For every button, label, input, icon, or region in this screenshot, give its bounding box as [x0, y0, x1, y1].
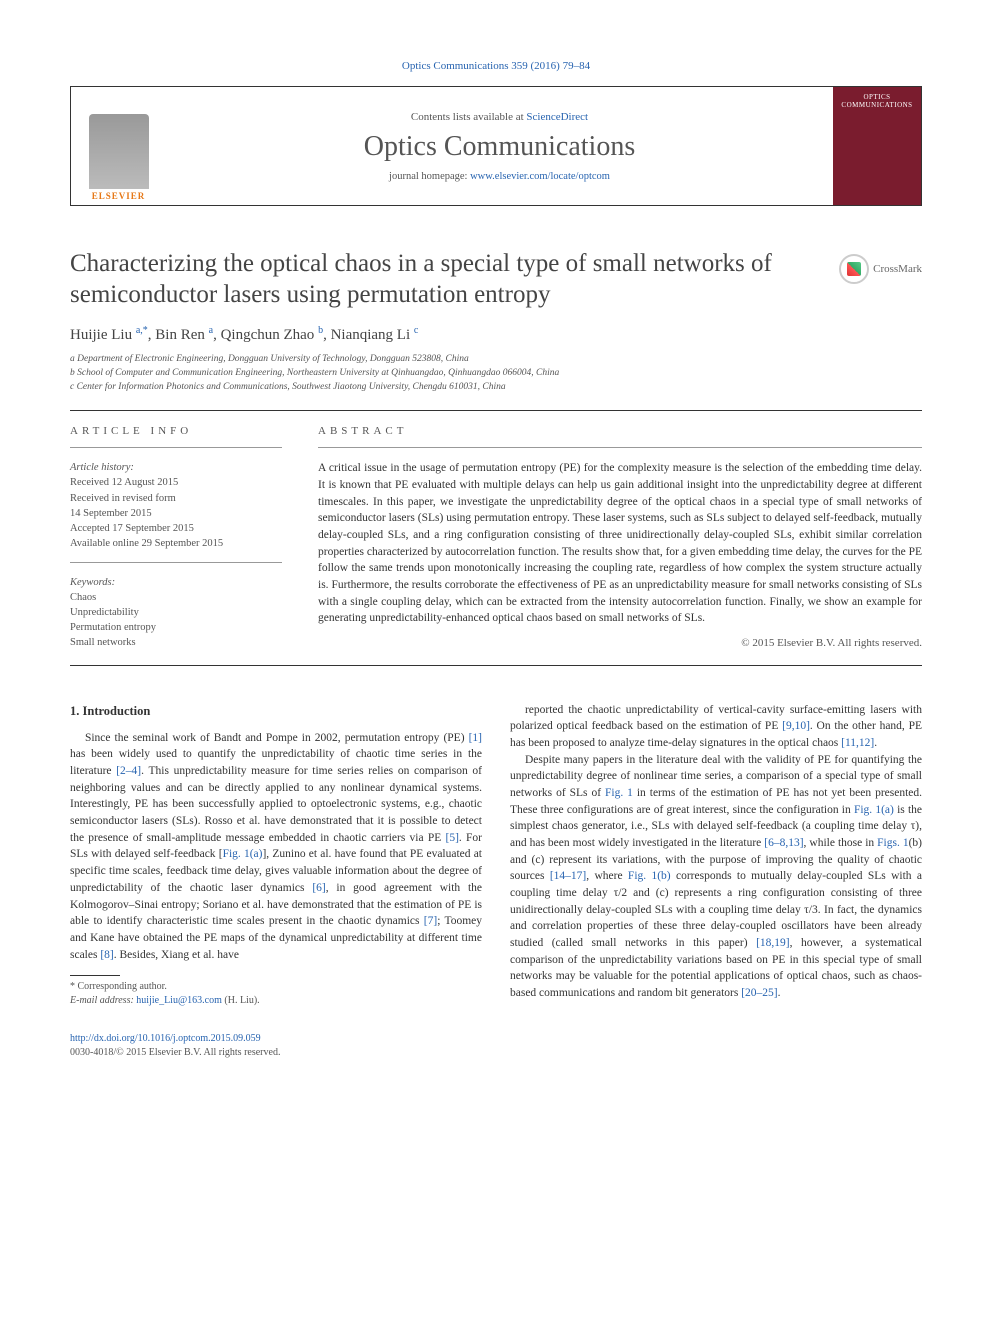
- keyword: Permutation entropy: [70, 620, 282, 635]
- keywords-block: Keywords: ChaosUnpredictabilityPermutati…: [70, 575, 282, 651]
- abstract-label: ABSTRACT: [318, 425, 922, 437]
- body-paragraph: Despite many papers in the literature de…: [510, 752, 922, 1002]
- keywords-heading: Keywords:: [70, 575, 282, 590]
- figure-link[interactable]: Fig. 1: [605, 787, 633, 799]
- journal-cover: OPTICS COMMUNICATIONS: [833, 87, 921, 205]
- abstract-text: A critical issue in the usage of permuta…: [318, 460, 922, 627]
- body-paragraph: reported the chaotic unpredictability of…: [510, 702, 922, 752]
- affiliation-line: b School of Computer and Communication E…: [70, 366, 922, 380]
- ref-link[interactable]: [20–25]: [741, 987, 777, 999]
- email-tail: (H. Liu).: [222, 995, 260, 1006]
- info-abstract-row: ARTICLE INFO Article history: Received 1…: [70, 411, 922, 665]
- corresponding-author-note: * Corresponding author.: [70, 980, 482, 994]
- publisher-name: ELSEVIER: [92, 191, 146, 201]
- abstract-column: ABSTRACT A critical issue in the usage o…: [300, 411, 922, 664]
- header-center: Contents lists available at ScienceDirec…: [166, 87, 833, 205]
- article-history: Article history: Received 12 August 2015…: [70, 460, 282, 551]
- crossmark-icon: [839, 254, 869, 284]
- homepage-prefix: journal homepage:: [389, 171, 470, 182]
- ref-link[interactable]: [5]: [445, 832, 458, 844]
- homepage-line: journal homepage: www.elsevier.com/locat…: [389, 171, 610, 182]
- keyword: Unpredictability: [70, 605, 282, 620]
- ref-link[interactable]: [7]: [424, 915, 437, 927]
- sciencedirect-link[interactable]: ScienceDirect: [526, 111, 588, 123]
- doi-link[interactable]: http://dx.doi.org/10.1016/j.optcom.2015.…: [70, 1033, 261, 1044]
- figure-link[interactable]: Fig. 1(a): [223, 848, 263, 860]
- history-heading: Article history:: [70, 460, 282, 475]
- ref-link[interactable]: [6–8,13]: [764, 837, 803, 849]
- ref-link[interactable]: [11,12]: [841, 737, 874, 749]
- affiliation-line: c Center for Information Photonics and C…: [70, 380, 922, 394]
- body-paragraph: Since the seminal work of Bandt and Pomp…: [70, 730, 482, 963]
- article-info-label: ARTICLE INFO: [70, 425, 282, 437]
- ref-link[interactable]: [6]: [312, 882, 325, 894]
- email-line: E-mail address: huijie_Liu@163.com (H. L…: [70, 994, 482, 1008]
- ref-link[interactable]: [9,10]: [782, 720, 810, 732]
- history-line: 14 September 2015: [70, 506, 282, 521]
- affiliations: a Department of Electronic Engineering, …: [70, 352, 922, 395]
- figure-link[interactable]: Fig. 1(b): [628, 870, 671, 882]
- figure-link[interactable]: Fig. 1(a): [854, 804, 894, 816]
- ref-link[interactable]: [8]: [100, 949, 113, 961]
- citation-link[interactable]: Optics Communications 359 (2016) 79–84: [402, 60, 590, 72]
- keyword: Chaos: [70, 590, 282, 605]
- divider: [70, 562, 282, 563]
- email-label: E-mail address:: [70, 995, 136, 1006]
- ref-link[interactable]: [14–17]: [550, 870, 586, 882]
- authors-line: Huijie Liu a,*, Bin Ren a, Qingchun Zhao…: [70, 325, 922, 344]
- history-line: Received 12 August 2015: [70, 475, 282, 490]
- journal-header: ELSEVIER Contents lists available at Sci…: [70, 86, 922, 206]
- abstract-copyright: © 2015 Elsevier B.V. All rights reserved…: [318, 637, 922, 649]
- contents-line: Contents lists available at ScienceDirec…: [411, 111, 588, 123]
- history-line: Received in revised form: [70, 491, 282, 506]
- section-heading-introduction: 1. Introduction: [70, 702, 482, 720]
- crossmark-label: CrossMark: [873, 263, 922, 275]
- ref-link[interactable]: [1]: [469, 732, 482, 744]
- divider: [318, 447, 922, 448]
- ref-link[interactable]: [18,19]: [756, 937, 790, 949]
- keyword: Small networks: [70, 635, 282, 650]
- issn-copyright: 0030-4018/© 2015 Elsevier B.V. All right…: [70, 1047, 280, 1058]
- footnotes: * Corresponding author. E-mail address: …: [70, 980, 482, 1008]
- email-link[interactable]: huijie_Liu@163.com: [136, 995, 222, 1006]
- elsevier-tree-icon: [89, 114, 149, 189]
- crossmark-badge[interactable]: CrossMark: [839, 254, 922, 284]
- divider: [70, 447, 282, 448]
- journal-name: Optics Communications: [364, 131, 635, 163]
- paper-title: Characterizing the optical chaos in a sp…: [70, 248, 823, 311]
- affiliation-line: a Department of Electronic Engineering, …: [70, 352, 922, 366]
- title-row: Characterizing the optical chaos in a sp…: [70, 248, 922, 311]
- body-text: 1. Introduction Since the seminal work o…: [70, 702, 922, 1009]
- history-line: Available online 29 September 2015: [70, 536, 282, 551]
- publisher-logo: ELSEVIER: [71, 87, 166, 205]
- footnote-separator: [70, 975, 120, 976]
- ref-link[interactable]: [2–4]: [116, 765, 141, 777]
- contents-prefix: Contents lists available at: [411, 111, 526, 123]
- article-info-column: ARTICLE INFO Article history: Received 1…: [70, 411, 300, 664]
- homepage-link[interactable]: www.elsevier.com/locate/optcom: [470, 171, 610, 182]
- history-line: Accepted 17 September 2015: [70, 521, 282, 536]
- doi-block: http://dx.doi.org/10.1016/j.optcom.2015.…: [70, 1032, 922, 1060]
- cover-title: OPTICS COMMUNICATIONS: [837, 93, 917, 109]
- figure-link[interactable]: Figs. 1: [877, 837, 908, 849]
- page-header-citation: Optics Communications 359 (2016) 79–84: [70, 60, 922, 72]
